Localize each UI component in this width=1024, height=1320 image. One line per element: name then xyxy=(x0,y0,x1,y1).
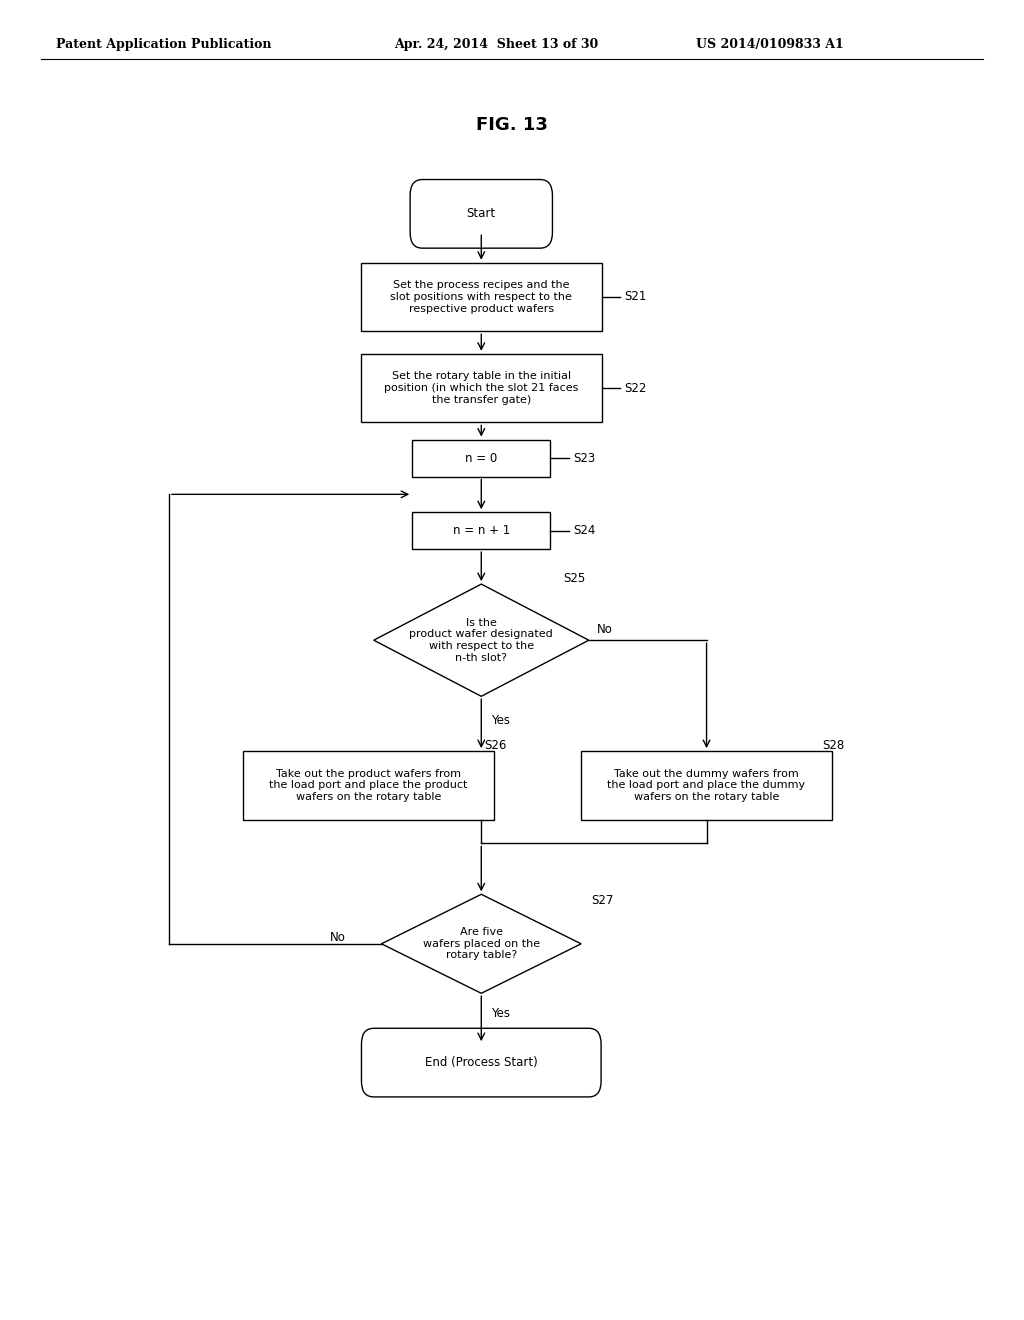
Text: No: No xyxy=(597,623,613,636)
Text: S27: S27 xyxy=(592,895,613,907)
Text: No: No xyxy=(330,931,346,944)
FancyBboxPatch shape xyxy=(410,180,553,248)
Text: Take out the dummy wafers from
the load port and place the dummy
wafers on the r: Take out the dummy wafers from the load … xyxy=(607,768,806,803)
Text: n = 0: n = 0 xyxy=(465,451,498,465)
Polygon shape xyxy=(381,895,582,993)
Text: S26: S26 xyxy=(483,739,506,752)
Bar xyxy=(412,512,551,549)
Text: FIG. 13: FIG. 13 xyxy=(476,116,548,135)
Text: End (Process Start): End (Process Start) xyxy=(425,1056,538,1069)
Text: S25: S25 xyxy=(563,573,586,585)
Text: Take out the product wafers from
the load port and place the product
wafers on t: Take out the product wafers from the loa… xyxy=(269,768,468,803)
Text: S28: S28 xyxy=(821,739,844,752)
Bar xyxy=(360,263,601,331)
Text: US 2014/0109833 A1: US 2014/0109833 A1 xyxy=(696,38,844,51)
Text: S23: S23 xyxy=(573,451,595,465)
Text: Yes: Yes xyxy=(492,1007,511,1019)
Text: S21: S21 xyxy=(624,290,646,304)
Bar xyxy=(244,751,494,820)
Text: Yes: Yes xyxy=(492,714,511,726)
Polygon shape xyxy=(374,583,589,697)
Text: n = n + 1: n = n + 1 xyxy=(453,524,510,537)
Bar xyxy=(412,440,551,477)
FancyBboxPatch shape xyxy=(361,1028,601,1097)
Text: S22: S22 xyxy=(624,381,646,395)
Text: Set the rotary table in the initial
position (in which the slot 21 faces
the tra: Set the rotary table in the initial posi… xyxy=(384,371,579,405)
Text: Are five
wafers placed on the
rotary table?: Are five wafers placed on the rotary tab… xyxy=(423,927,540,961)
Text: Apr. 24, 2014  Sheet 13 of 30: Apr. 24, 2014 Sheet 13 of 30 xyxy=(394,38,598,51)
Text: Is the
product wafer designated
with respect to the
n-th slot?: Is the product wafer designated with res… xyxy=(410,618,553,663)
Text: Set the process recipes and the
slot positions with respect to the
respective pr: Set the process recipes and the slot pos… xyxy=(390,280,572,314)
Bar xyxy=(360,354,601,422)
Text: Patent Application Publication: Patent Application Publication xyxy=(56,38,271,51)
Bar xyxy=(581,751,831,820)
Text: Start: Start xyxy=(467,207,496,220)
Text: S24: S24 xyxy=(573,524,595,537)
